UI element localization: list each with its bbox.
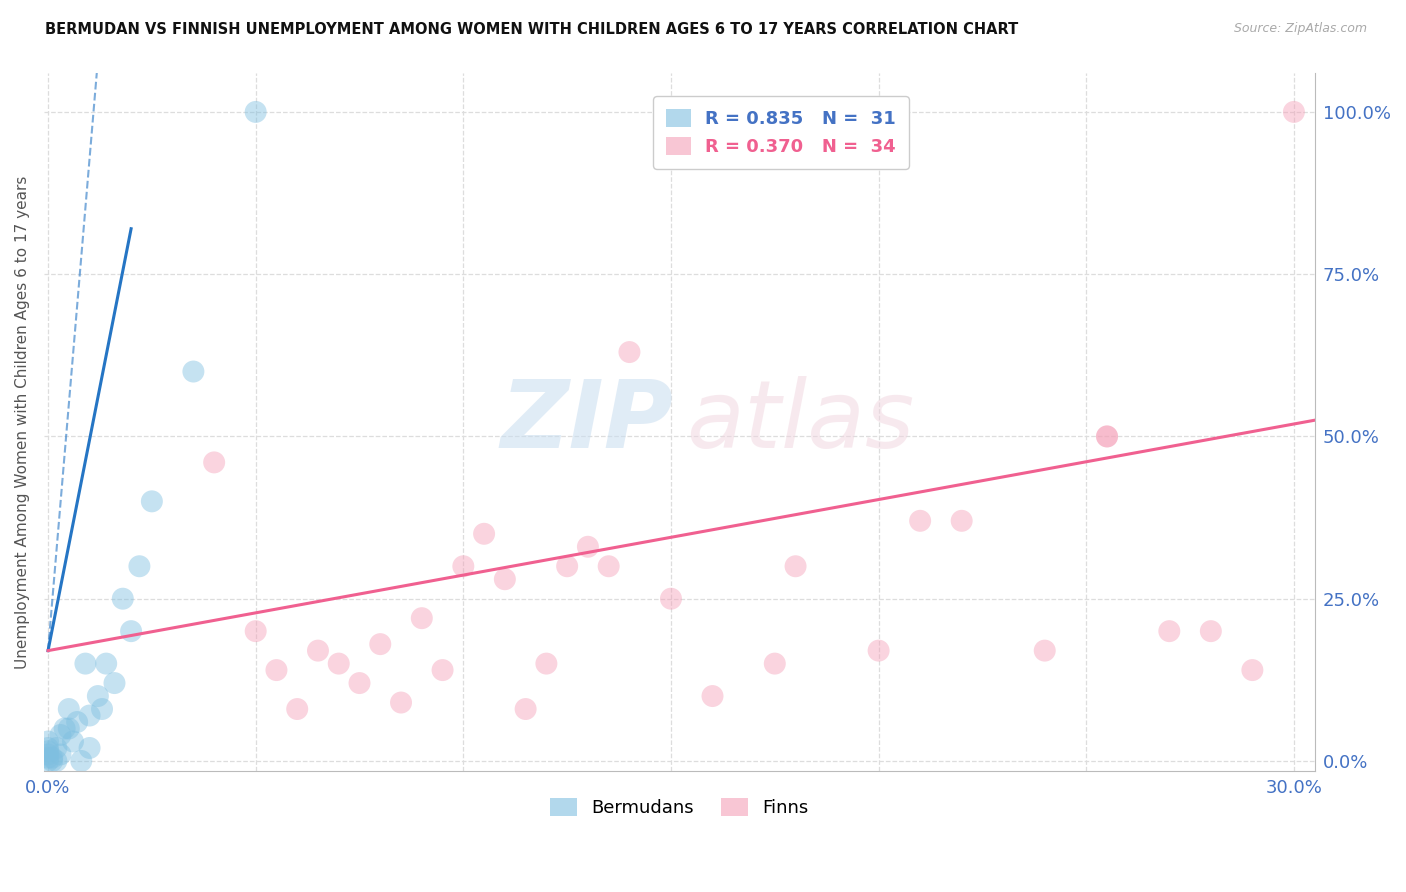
Point (328, 657, 350, 671)
Point (1282, 104, 1305, 119)
Point (868, 643, 890, 657)
Point (576, 540, 599, 554)
Point (389, 696, 412, 710)
Point (49, 747, 72, 762)
Point (472, 526, 495, 541)
Point (908, 514, 931, 528)
Point (307, 643, 329, 657)
Point (702, 689, 724, 703)
Point (37, 754, 59, 768)
Point (411, 611, 433, 625)
Point (183, 365, 205, 379)
Point (49, 728, 72, 742)
Text: BERMUDAN VS FINNISH UNEMPLOYMENT AMONG WOMEN WITH CHILDREN AGES 6 TO 17 YEARS CO: BERMUDAN VS FINNISH UNEMPLOYMENT AMONG W… (45, 22, 1018, 37)
Point (494, 572, 516, 586)
Point (111, 591, 134, 606)
Point (1241, 663, 1264, 677)
Point (368, 637, 391, 651)
Point (37, 750, 59, 764)
Point (128, 559, 150, 574)
Point (53, 722, 76, 736)
Y-axis label: Unemployment Among Women with Children Ages 6 to 17 years: Unemployment Among Women with Children A… (15, 175, 30, 668)
Point (950, 514, 973, 528)
Point (91, 702, 114, 716)
Point (79, 708, 101, 723)
Legend: Bermudans, Finns: Bermudans, Finns (543, 790, 815, 824)
Point (515, 702, 537, 716)
Point (619, 345, 641, 359)
Point (87, 689, 110, 703)
Point (37, 741, 59, 756)
Point (285, 702, 308, 716)
Point (141, 494, 163, 508)
Point (120, 624, 142, 639)
Point (70, 754, 93, 768)
Point (58, 702, 80, 716)
Point (75, 657, 97, 671)
Point (202, 455, 225, 469)
Point (37, 734, 59, 748)
Point (1159, 624, 1181, 639)
Point (45, 741, 67, 756)
Point (41, 754, 63, 768)
Point (598, 559, 620, 574)
Point (62, 734, 84, 748)
Point (245, 104, 267, 119)
Point (103, 676, 125, 690)
Point (1095, 429, 1118, 443)
Point (349, 676, 371, 690)
Point (245, 624, 267, 639)
Text: Source: ZipAtlas.com: Source: ZipAtlas.com (1233, 22, 1367, 36)
Point (37, 747, 59, 762)
Point (266, 663, 288, 677)
Point (37, 744, 59, 758)
Point (453, 559, 475, 574)
Point (1033, 643, 1056, 657)
Point (785, 559, 807, 574)
Point (1095, 429, 1118, 443)
Point (763, 657, 786, 671)
Point (41, 750, 63, 764)
Point (79, 741, 101, 756)
Point (432, 663, 454, 677)
Point (66, 714, 89, 729)
Point (536, 657, 558, 671)
Point (45, 754, 67, 768)
Point (1199, 624, 1222, 639)
Text: atlas: atlas (686, 376, 914, 467)
Point (659, 591, 682, 606)
Point (58, 722, 80, 736)
Point (555, 559, 578, 574)
Text: ZIP: ZIP (501, 376, 673, 467)
Point (96, 657, 118, 671)
